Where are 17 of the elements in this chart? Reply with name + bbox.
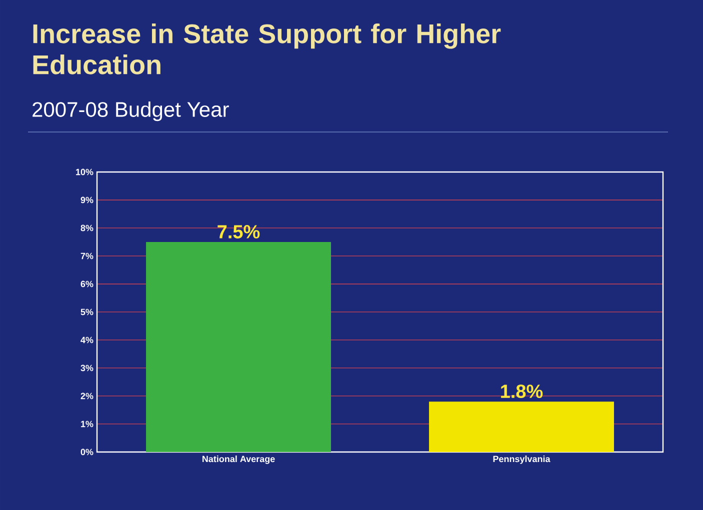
- chart-title: Increase in State Support for Higher Education: [33, 24, 501, 74]
- y-tick-label: 6%: [80, 280, 94, 288]
- y-tick-label: 5%: [80, 308, 94, 316]
- y-tick-label: 1%: [81, 420, 94, 428]
- y-tick-label: 8%: [80, 224, 94, 232]
- data-label: 1.8%: [501, 384, 543, 398]
- x-tick-label: Pennsylvania: [493, 456, 550, 464]
- y-tick-label: 7%: [80, 252, 94, 260]
- data-label: 7.5%: [218, 225, 260, 238]
- chart-subtitle: 2007-08 Budget Year: [32, 102, 229, 122]
- x-tick-label: National Average: [202, 456, 275, 464]
- y-tick-label: 2%: [80, 392, 94, 400]
- y-tick-label: 0%: [80, 448, 94, 456]
- y-tick-label: 3%: [80, 364, 94, 372]
- y-tick-label: 9%: [80, 196, 94, 204]
- y-tick-label: 10%: [76, 168, 94, 176]
- y-tick-label: 4%: [80, 336, 94, 344]
